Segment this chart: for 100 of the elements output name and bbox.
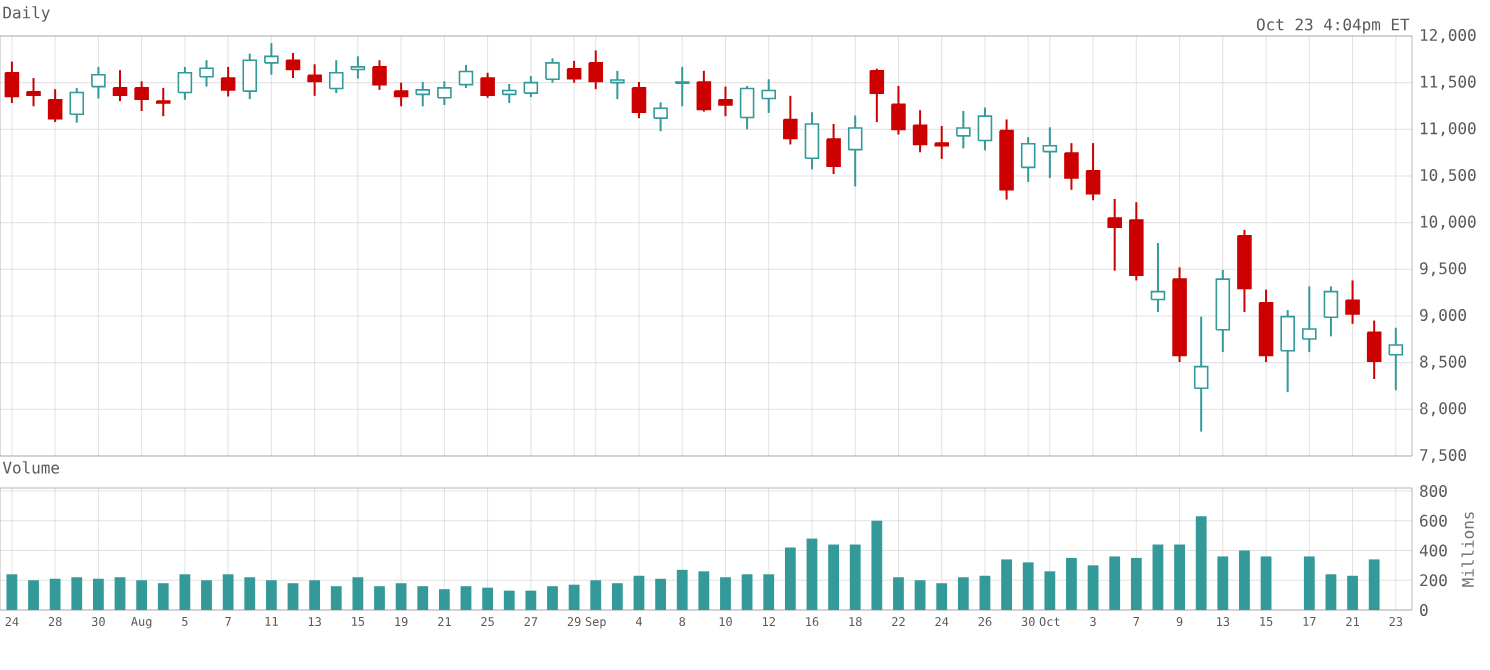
candlestick [264,42,279,76]
bar [849,544,861,610]
candlestick [112,69,128,103]
bar [806,538,818,610]
bar [1130,557,1142,610]
candlestick [674,65,690,108]
candlestick [566,59,582,84]
bar [417,586,429,610]
candlestick [869,67,885,124]
bar [1368,559,1380,610]
bar [676,569,688,610]
bar [71,577,83,610]
bar [720,577,731,610]
bar [287,583,299,610]
bar [222,574,234,610]
candlestick [372,59,387,91]
bar [784,547,796,610]
bar [893,577,904,610]
bar [871,520,883,610]
bar [1109,556,1121,610]
bar [1066,557,1077,610]
bar [438,589,450,610]
candlestick [696,69,712,113]
candlestick [393,81,409,108]
candlestick [804,111,820,171]
candlestick [1042,126,1058,179]
candlestick [47,88,63,124]
bar [914,580,926,610]
candlestick [155,86,171,118]
bar [6,574,18,610]
bar [1239,550,1250,610]
candlestick [1323,285,1339,338]
bar [1217,556,1229,610]
candlestick [134,80,149,112]
bar [179,574,191,610]
bar [201,580,212,610]
candlestick [912,109,928,154]
bar [763,574,775,610]
bar [1152,544,1164,610]
candlestick [934,124,949,160]
candlestick [4,60,20,105]
bar [114,577,126,610]
candlestick [956,109,971,150]
bar [741,574,753,610]
bar [1087,565,1099,610]
bar [460,586,472,610]
candlestick [739,84,755,131]
candlestick [523,75,539,99]
bar [374,586,385,610]
bar [1001,559,1012,610]
candlestick [545,57,560,84]
candlestick [458,63,474,89]
bar [157,583,169,610]
candlestick [1085,142,1101,202]
candlestick [847,114,863,188]
candlestick [588,49,604,91]
candlestick [307,63,322,97]
candlestick [1345,279,1360,325]
bar [655,578,666,610]
bar [828,544,839,610]
candlestick [1107,197,1122,272]
candlestick [177,65,193,101]
bar [957,577,969,610]
bar [1174,544,1185,610]
candlestick [783,94,798,146]
bar [568,584,580,610]
candlestick [501,82,517,105]
bar [330,586,342,610]
bar [1195,516,1207,610]
bar [1347,575,1358,610]
bar [1325,574,1337,610]
candlestick [1366,319,1382,380]
candlestick [1302,285,1317,354]
candlestick [1150,242,1166,313]
bar [265,580,277,610]
candlestick [653,101,668,133]
bar [49,578,61,610]
bar [482,587,494,610]
bar [309,580,321,610]
bar [1044,571,1056,610]
bar [1022,562,1034,610]
candlestick [718,85,733,118]
candlestick [631,81,647,120]
candlestick [91,65,106,100]
candlestick [1020,136,1036,183]
candlestick [826,123,841,176]
candlestick [610,69,625,101]
candlestick [285,52,301,79]
bar [136,580,148,610]
candlestick [220,65,236,98]
bar [633,575,645,610]
candlestick [242,52,258,101]
candlestick [761,78,776,114]
candlestick [69,86,85,124]
candlestick [415,81,431,108]
candlestick [26,76,41,108]
candlestick [328,59,344,95]
bar [92,578,104,610]
candlestick [977,106,993,152]
bar [352,577,364,610]
